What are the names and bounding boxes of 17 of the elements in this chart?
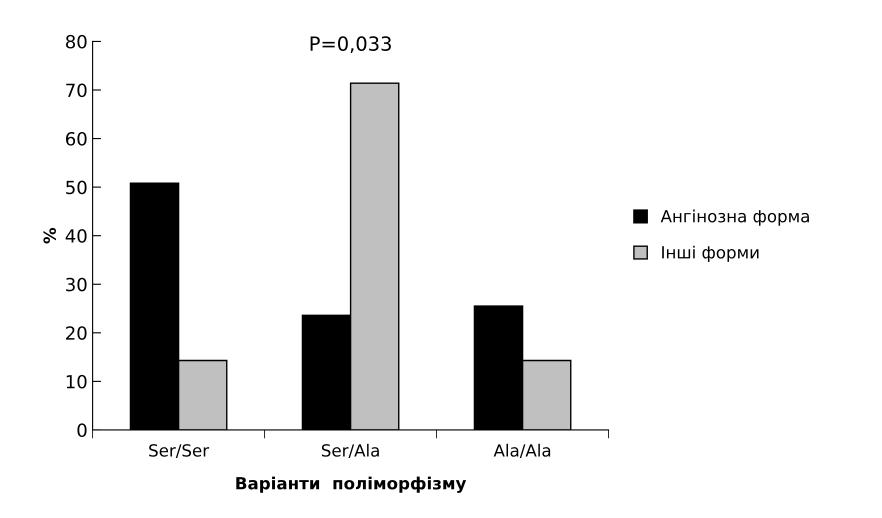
legend-label: Ангінозна форма xyxy=(660,210,809,226)
x-axis-title: Варіанти поліморфізму xyxy=(236,476,466,493)
legend-label: Інші форми xyxy=(662,246,758,262)
annotation: P=0,033 xyxy=(310,36,391,53)
x-tick-label: Ala/Ala xyxy=(494,444,550,458)
y-tick-label: 30 xyxy=(66,278,87,292)
y-tick-label: 40 xyxy=(66,229,87,243)
y-tick-label: 80 xyxy=(66,34,87,49)
y-tick-label: 0 xyxy=(77,423,87,438)
y-axis-title: % xyxy=(43,228,56,244)
x-tick-label: Ser/Ala xyxy=(322,444,379,458)
y-tick-label: 20 xyxy=(66,326,87,340)
y-tick-label: 70 xyxy=(66,83,87,98)
y-tick-label: 60 xyxy=(66,132,87,146)
x-tick-label: Ser/Ser xyxy=(149,444,210,458)
y-tick-label: 10 xyxy=(66,374,87,388)
y-tick-label: 50 xyxy=(66,180,87,194)
